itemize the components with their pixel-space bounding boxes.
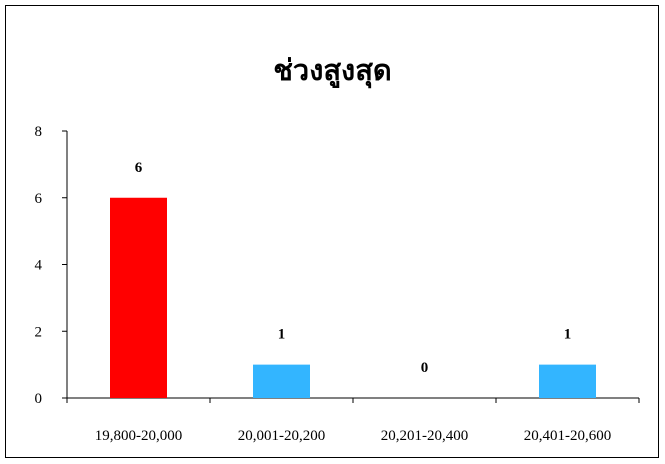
- data-label: 1: [278, 327, 286, 343]
- data-label: 0: [421, 360, 429, 376]
- y-tick-label: 6: [35, 191, 43, 207]
- data-label: 6: [135, 160, 143, 176]
- y-tick-label: 4: [35, 258, 43, 274]
- y-tick-label: 0: [35, 391, 43, 407]
- x-category-label: 20,001-20,200: [238, 428, 326, 444]
- bar: [110, 197, 167, 398]
- x-category-label: 20,201-20,400: [381, 428, 469, 444]
- bar: [539, 364, 596, 398]
- y-tick-label: 8: [35, 124, 43, 140]
- x-category-label: 19,800-20,000: [95, 428, 183, 444]
- bar: [253, 364, 310, 398]
- chart-title: ช่วงสูงสุด: [273, 53, 392, 87]
- y-tick-label: 2: [35, 324, 43, 340]
- data-label: 1: [564, 327, 572, 343]
- x-category-label: 20,401-20,600: [524, 428, 612, 444]
